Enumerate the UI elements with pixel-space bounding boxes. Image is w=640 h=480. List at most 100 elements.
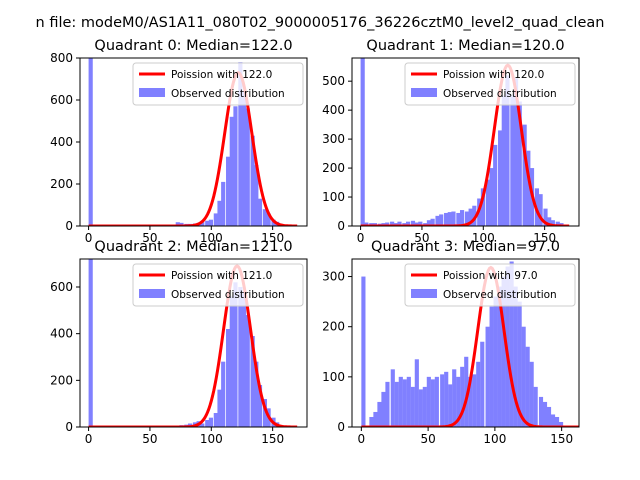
observed-bar <box>513 286 518 427</box>
legend-bar-swatch <box>411 88 437 97</box>
observed-bar <box>468 376 473 427</box>
observed-bar <box>546 406 552 427</box>
observed-bar <box>444 212 449 226</box>
observed-bar <box>550 414 556 427</box>
observed-bar <box>360 58 365 226</box>
observed-bar <box>521 326 526 427</box>
y-tick-label: 100 <box>322 370 345 384</box>
legend: Poission with 120.0 Observed distribution <box>404 62 576 106</box>
observed-bar <box>526 150 531 226</box>
observed-bar <box>200 423 205 427</box>
legend-label-observed: Observed distribution <box>443 88 557 100</box>
observed-bar <box>205 220 210 226</box>
y-tick-label: 200 <box>322 161 345 175</box>
observed-bar <box>510 95 515 226</box>
poisson-curve <box>360 63 570 226</box>
observed-bar <box>233 282 238 427</box>
legend-box <box>404 263 576 307</box>
observed-bar <box>402 379 407 427</box>
y-tick-label: 0 <box>337 219 345 233</box>
legend-label-observed: Observed distribution <box>443 289 557 301</box>
observed-bar <box>179 222 184 226</box>
observed-bar <box>262 209 267 226</box>
observed-bar <box>250 336 255 427</box>
plot-area <box>360 58 570 226</box>
subplot-quadrant-2: Quadrant 2: Median=121.0 0 50 100 150 0 200 400… <box>50 239 308 446</box>
observed-bar <box>542 401 548 427</box>
figure-title: n file: modeM0/AS1A11_080T02_9000005176_… <box>36 15 605 31</box>
observed-bar <box>262 399 267 427</box>
observed-bar <box>257 198 263 226</box>
observed-bar <box>550 220 555 226</box>
observed-bar <box>430 218 435 226</box>
observed-bar <box>538 194 543 226</box>
observed-bar <box>410 386 415 427</box>
x-tick-label: 150 <box>550 432 573 446</box>
observed-bar <box>464 356 469 427</box>
x-tick-label: 100 <box>200 231 223 245</box>
observed-bar <box>439 214 444 226</box>
y-tick-label: 200 <box>50 177 73 191</box>
observed-bar <box>434 376 439 427</box>
observed-bar <box>440 374 445 427</box>
legend-box <box>132 263 304 307</box>
observed-bar <box>410 220 416 226</box>
observed-bar <box>271 219 276 226</box>
subplot-title: Quadrant 2: Median=121.0 <box>94 239 292 255</box>
observed-bar <box>226 156 231 226</box>
y-tick-label: 200 <box>322 320 345 334</box>
observed-bar <box>229 296 234 427</box>
observed-bar <box>385 381 390 427</box>
observed-bar <box>369 416 374 427</box>
observed-bar <box>426 220 432 226</box>
observed-bar <box>489 168 494 226</box>
y-tick-label: 100 <box>322 190 345 204</box>
observed-bar <box>533 386 538 427</box>
observed-bar <box>394 381 399 427</box>
y-tick-label: 600 <box>50 280 73 294</box>
y-tick-label: 0 <box>65 420 73 434</box>
observed-bar <box>472 374 477 427</box>
observed-bar <box>497 286 502 427</box>
observed-bar <box>476 361 481 427</box>
legend-label-observed: Observed distribution <box>171 289 285 301</box>
observed-bar <box>398 376 403 427</box>
poisson-curve <box>88 264 298 427</box>
x-tick-label: 50 <box>420 432 435 446</box>
observed-bar <box>468 208 473 226</box>
observed-bar <box>464 211 470 226</box>
legend-label-poisson: Poission with 120.0 <box>443 69 544 81</box>
subplot-title: Quadrant 3: Median=97.0 <box>371 239 560 255</box>
y-tick-label: 0 <box>337 420 345 434</box>
observed-bar <box>390 369 395 427</box>
observed-bar <box>456 212 461 226</box>
legend: Poission with 122.0 Observed distribution <box>132 62 304 106</box>
observed-bar <box>501 276 506 427</box>
observed-bar <box>175 222 180 226</box>
x-tick-label: 100 <box>200 432 223 446</box>
observed-bar <box>229 116 234 226</box>
observed-bar <box>493 296 498 427</box>
observed-bar <box>538 396 544 427</box>
y-tick-label: 400 <box>50 327 73 341</box>
observed-bar <box>505 75 510 226</box>
observed-bar <box>430 379 435 427</box>
observed-bar <box>480 188 486 226</box>
observed-bar <box>205 420 210 427</box>
observed-bar <box>377 401 382 427</box>
x-tick-label: 150 <box>261 231 284 245</box>
y-tick-label: 400 <box>50 135 73 149</box>
observed-bar <box>517 101 522 226</box>
observed-bar <box>498 130 503 226</box>
y-tick-label: 200 <box>50 373 73 387</box>
axes-frame <box>351 57 580 227</box>
observed-bar <box>493 144 498 226</box>
subplot-quadrant-3: Quadrant 3: Median=97.0 0 50 100 150 0 100 200 3… <box>322 239 580 446</box>
observed-bar <box>266 213 271 226</box>
observed-bar <box>448 384 453 427</box>
observed-bar <box>373 411 378 427</box>
y-tick-label: 600 <box>50 93 73 107</box>
observed-bar <box>543 208 548 226</box>
observed-bar <box>529 361 534 427</box>
